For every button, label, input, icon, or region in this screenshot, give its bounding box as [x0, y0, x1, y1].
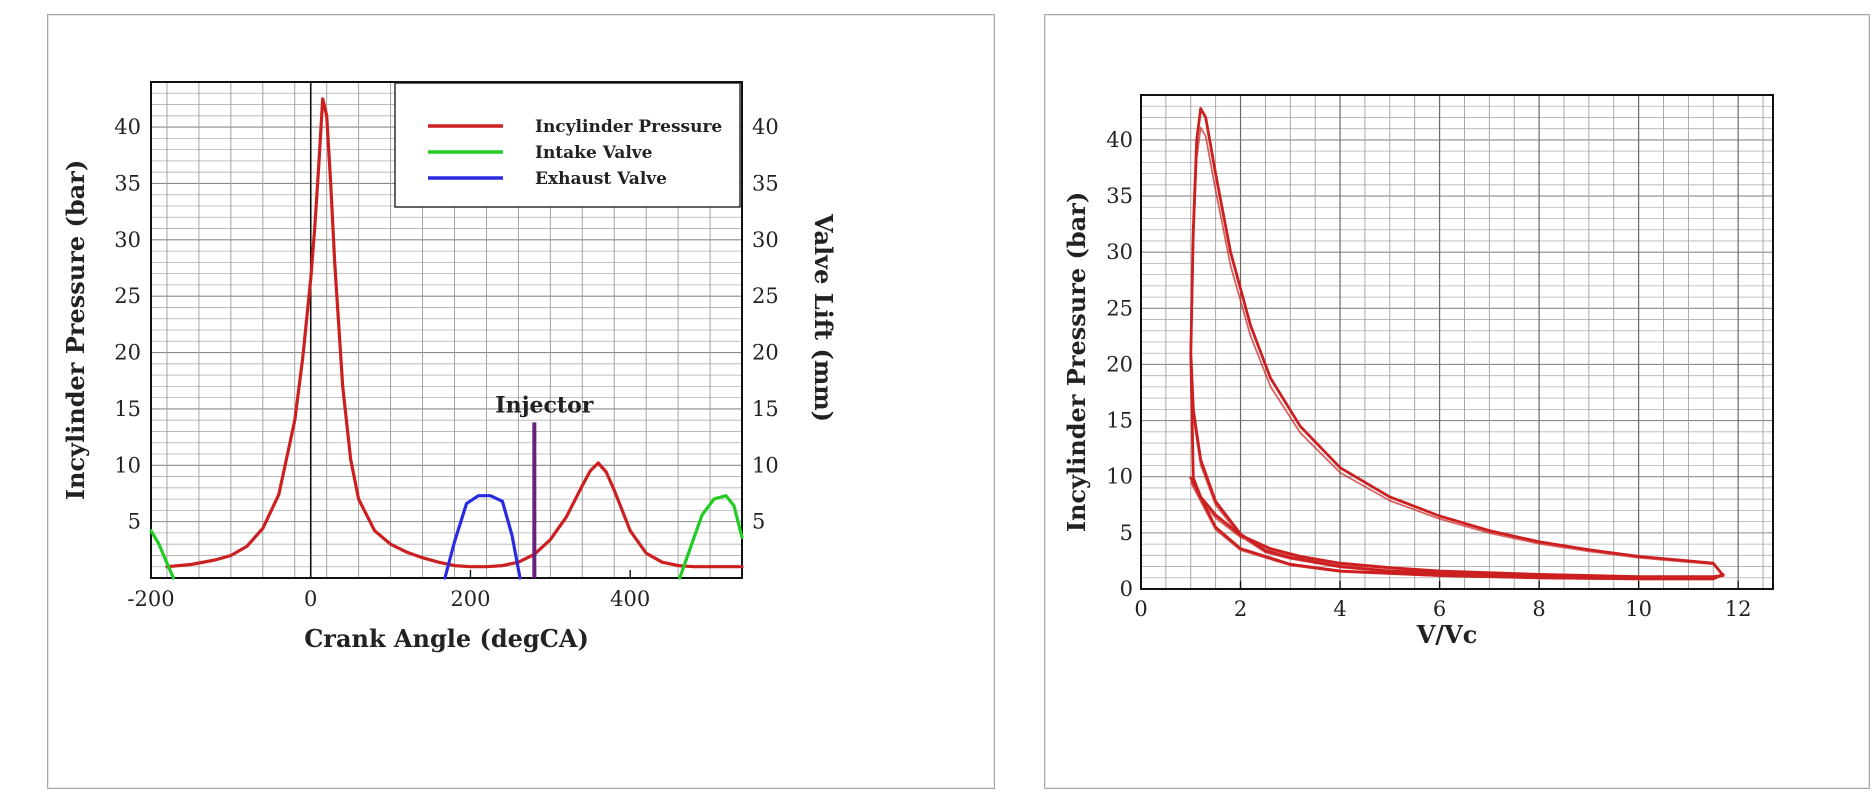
y-tick-label: 30 [1106, 240, 1133, 264]
y-tick-label: 10 [1106, 465, 1133, 489]
y-axis-label: Incylinder Pressure (bar) [61, 160, 90, 500]
x-tick-label: 400 [610, 587, 650, 611]
y2-tick-label: 35 [752, 171, 779, 195]
y-tick-label: 15 [1106, 409, 1133, 433]
plot-frame-right [1140, 94, 1774, 590]
y-axis-label: Incylinder Pressure (bar) [1062, 192, 1091, 532]
grid-right [1141, 95, 1773, 589]
y2-tick-label: 25 [752, 284, 779, 308]
pv-loop-line [1189, 107, 1725, 581]
y2-tick-label: 5 [752, 510, 765, 534]
pressure-crank-angle-panel: -200 0 200 400 5 10 15 20 25 30 35 40 5 10 15 20 25 30 35 4… [47, 14, 995, 789]
x-tick-label: 2 [1234, 597, 1247, 621]
legend: Incylinder Pressure Intake Valve Exhaust V… [394, 82, 741, 208]
y2-tick-label: 10 [752, 453, 779, 477]
y-tick-label: 30 [114, 228, 141, 252]
legend-entry: Exhaust Valve [535, 169, 667, 189]
legend-box [394, 82, 741, 208]
y2-tick-label: 30 [752, 228, 779, 252]
y2-tick-label: 20 [752, 341, 779, 365]
pv-loop-line-overlay [1189, 126, 1725, 581]
x-tick-label: 0 [1134, 597, 1147, 621]
series-line-pressure [165, 97, 744, 569]
y-tick-label: 20 [114, 341, 141, 365]
y-tick-label: 25 [1106, 296, 1133, 320]
y-tick-label: 25 [114, 284, 141, 308]
y-tick-label: 20 [1106, 352, 1133, 376]
legend-entry: Incylinder Pressure [535, 117, 722, 137]
y-tick-label: 35 [1106, 184, 1133, 208]
series-line-intake [149, 529, 175, 580]
y-tick-label: 40 [1106, 128, 1133, 152]
legend-entry: Intake Valve [535, 143, 653, 163]
x-tick-label: 0 [304, 587, 317, 611]
y-tick-label: 5 [1120, 521, 1133, 545]
pv-diagram-panel: 0 2 4 6 8 10 12 0 5 10 15 20 25 30 35 40 V/Vc Incylinder … [1044, 14, 1870, 789]
y2-tick-label: 15 [752, 397, 779, 421]
series-line-exhaust [443, 494, 522, 580]
x-tick-label: 4 [1333, 597, 1346, 621]
x-tick-label: 10 [1625, 597, 1652, 621]
x-tick-label: 200 [450, 587, 490, 611]
series-line-intake [678, 494, 744, 580]
injector-label: Injector [495, 392, 593, 418]
y-tick-label: 5 [128, 510, 141, 534]
x-tick-label: 12 [1725, 597, 1752, 621]
y2-tick-label: 40 [752, 115, 779, 139]
x-tick-label: -200 [127, 587, 174, 611]
pv-diagram-chart: 0 2 4 6 8 10 12 0 5 10 15 20 25 30 35 40 V/Vc Incylinder … [1062, 94, 1774, 649]
y2-axis-label: Valve Lift (mm) [809, 213, 838, 422]
y-tick-label: 0 [1120, 577, 1133, 601]
y-tick-label: 15 [114, 397, 141, 421]
x-axis-label: Crank Angle (degCA) [304, 624, 589, 653]
x-axis-label: V/Vc [1416, 620, 1478, 649]
y-tick-label: 35 [114, 171, 141, 195]
pressure-crank-angle-chart: -200 0 200 400 5 10 15 20 25 30 35 40 5 10 15 20 25 30 35 4… [61, 81, 838, 653]
y-tick-label: 40 [114, 115, 141, 139]
y-tick-label: 10 [114, 453, 141, 477]
x-tick-label: 8 [1532, 597, 1545, 621]
x-tick-label: 6 [1433, 597, 1446, 621]
